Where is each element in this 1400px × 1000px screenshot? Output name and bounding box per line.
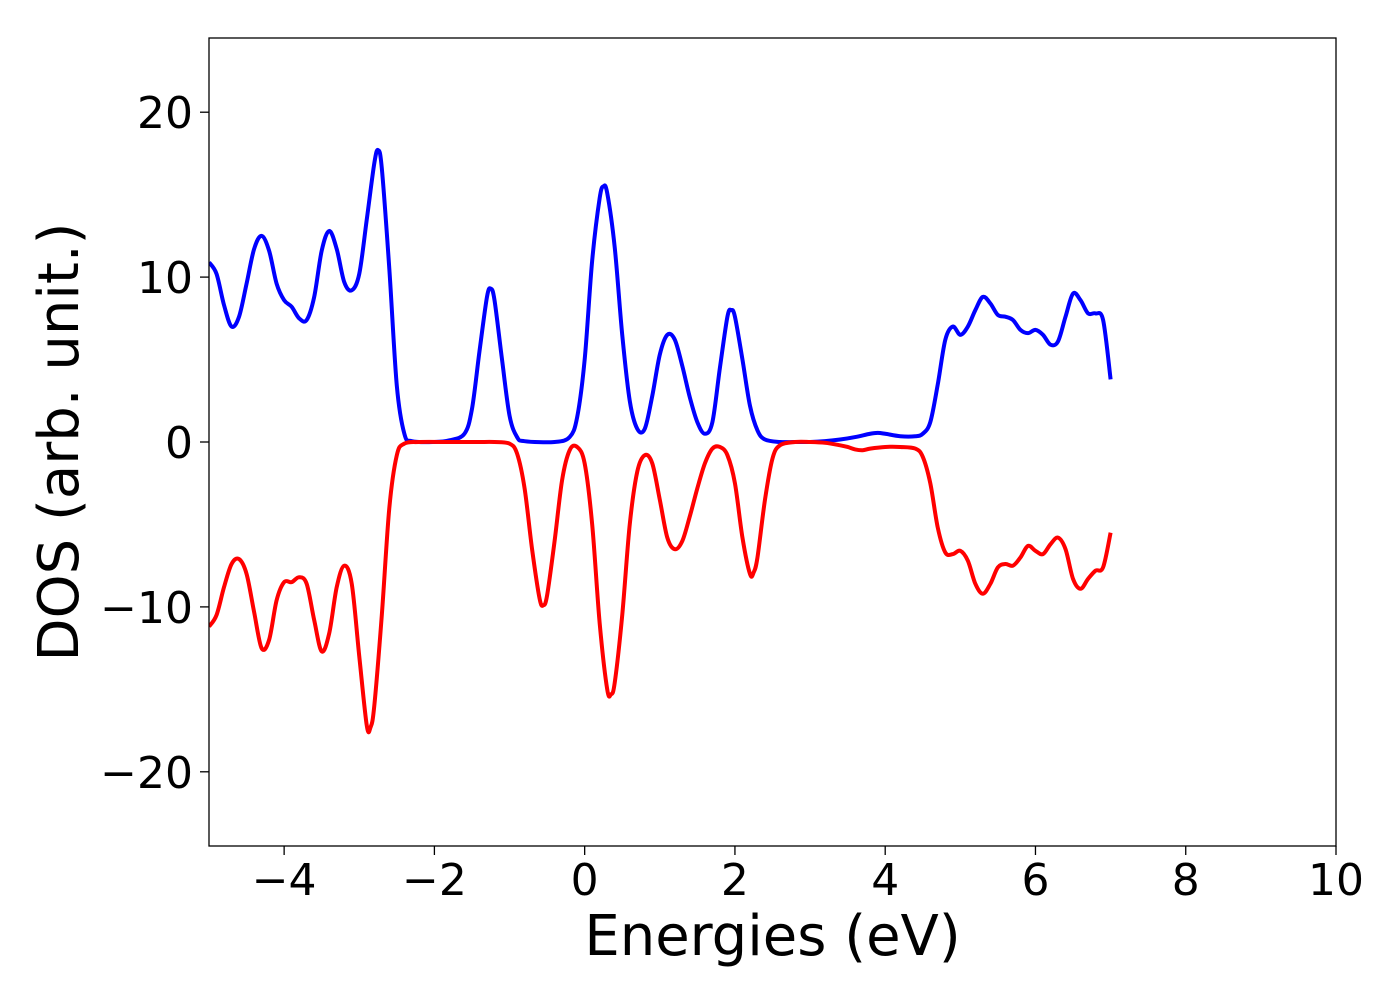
series-lines: [209, 147, 1113, 735]
y-tick-label: −10: [100, 583, 193, 634]
x-tick-label: 8: [1172, 855, 1200, 906]
y-axis-label: DOS (arb. unit.): [27, 222, 92, 661]
x-tick-label: 6: [1021, 855, 1049, 906]
y-axis-ticks: −20 −10 0 10 20: [100, 88, 209, 799]
x-tick-label: 0: [571, 855, 599, 906]
x-tick-label: 2: [721, 855, 749, 906]
x-tick-label: −2: [402, 855, 467, 906]
y-tick-label: 10: [137, 253, 193, 304]
x-tick-label: 4: [871, 855, 899, 906]
x-axis-ticks: −4 −2 0 2 4 6 8 10: [252, 846, 1364, 906]
series-line-2: [209, 439, 1113, 735]
x-tick-label: −4: [252, 855, 317, 906]
y-tick-label: 20: [137, 88, 193, 139]
y-tick-label: −20: [100, 748, 193, 799]
y-tick-label: 0: [165, 418, 193, 469]
x-tick-label: 10: [1308, 855, 1364, 906]
x-axis-label: Energies (eV): [584, 904, 960, 969]
series-line-1: [209, 147, 1113, 445]
